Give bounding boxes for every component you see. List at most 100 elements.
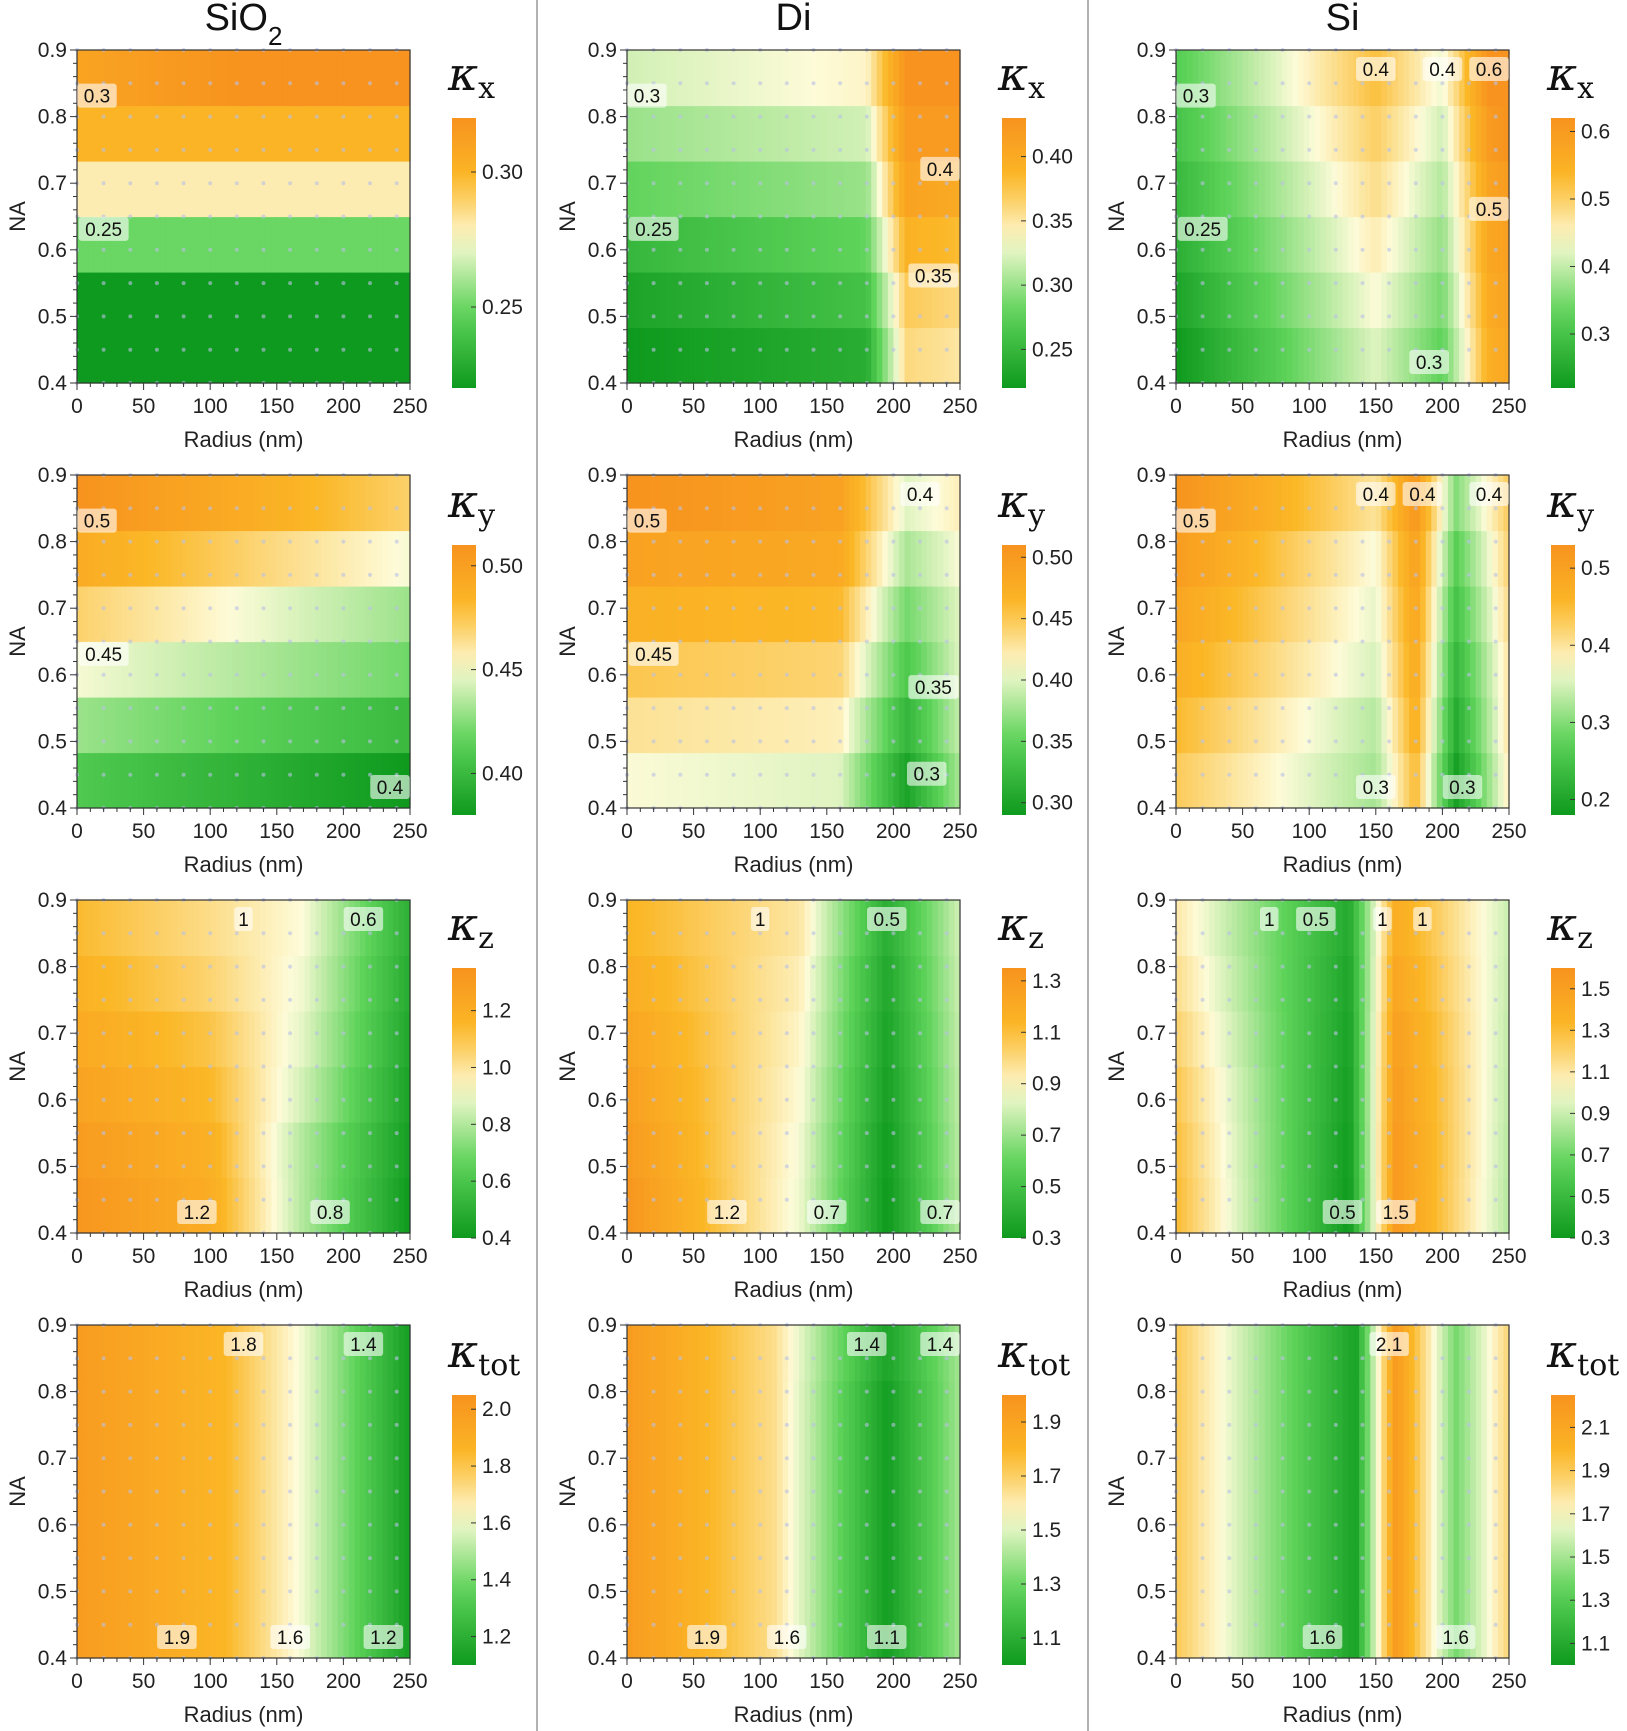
colorbar-tick-label: 0.3 bbox=[1581, 323, 1610, 346]
colorbar bbox=[452, 968, 476, 1238]
heatmap-cell bbox=[1198, 216, 1205, 273]
heatmap-cell bbox=[226, 586, 233, 643]
heatmap-cell bbox=[293, 216, 300, 273]
heatmap-cell bbox=[260, 216, 267, 273]
heatmap-cell bbox=[1375, 1122, 1382, 1179]
heatmap-cell bbox=[1203, 641, 1210, 698]
heatmap-cell bbox=[188, 530, 195, 587]
heatmap-cell bbox=[665, 900, 672, 957]
sample-point bbox=[1360, 281, 1365, 286]
sample-point bbox=[368, 81, 372, 86]
sample-point bbox=[394, 281, 399, 286]
heatmap-cell bbox=[643, 641, 650, 698]
heatmap-cell bbox=[821, 752, 828, 809]
sample-point bbox=[944, 506, 949, 511]
heatmap-cell bbox=[387, 641, 394, 698]
heatmap-cell bbox=[1237, 586, 1244, 643]
heatmap-cell bbox=[821, 1011, 828, 1068]
heatmap-cell bbox=[176, 641, 184, 698]
heatmap-cell bbox=[932, 586, 939, 643]
sample-point bbox=[1307, 706, 1312, 711]
heatmap-cell bbox=[1342, 1066, 1349, 1123]
heatmap-cell bbox=[176, 1066, 184, 1123]
heatmap-cell bbox=[1475, 272, 1482, 329]
heatmap-cell bbox=[1331, 1011, 1338, 1068]
heatmap-cell bbox=[1270, 586, 1277, 643]
heatmap-cell bbox=[1470, 327, 1477, 384]
heatmap-cell bbox=[632, 586, 639, 643]
heatmap-cell bbox=[193, 1066, 200, 1123]
heatmap-cell bbox=[649, 752, 656, 809]
heatmap-cell bbox=[715, 586, 722, 643]
heatmap-cell bbox=[1336, 900, 1344, 957]
heatmap-cell bbox=[226, 1011, 233, 1068]
heatmap-cell bbox=[1453, 272, 1460, 329]
x-tick-label: 100 bbox=[743, 395, 778, 418]
heatmap-cell bbox=[1259, 1122, 1266, 1179]
x-tick-label: 50 bbox=[132, 820, 155, 843]
colorbar-tick-label: 0.30 bbox=[482, 161, 523, 184]
heatmap-cell bbox=[765, 1177, 772, 1234]
heatmap-cell bbox=[765, 641, 772, 698]
heatmap-cell bbox=[882, 530, 889, 587]
sample-point bbox=[394, 964, 399, 969]
heatmap-cell bbox=[1348, 586, 1355, 643]
heatmap-cell bbox=[1359, 1122, 1366, 1179]
heatmap-cell bbox=[1497, 530, 1505, 587]
sample-point bbox=[1440, 181, 1445, 186]
sample-point bbox=[234, 1164, 239, 1169]
column-title-text: Si bbox=[1326, 0, 1360, 39]
heatmap-cell bbox=[138, 697, 145, 754]
heatmap-cell bbox=[1242, 475, 1249, 532]
heatmap-cell bbox=[165, 1122, 172, 1179]
contour-label: 0.45 bbox=[85, 645, 122, 666]
heatmap-cell bbox=[1214, 475, 1221, 532]
sample-point bbox=[838, 606, 843, 611]
heatmap-cell bbox=[1264, 1011, 1271, 1068]
heatmap-cell bbox=[1342, 216, 1349, 273]
sample-point bbox=[368, 539, 372, 544]
heatmap-cell bbox=[376, 50, 383, 107]
heatmap-cell bbox=[1281, 1122, 1288, 1179]
heatmap-cell bbox=[826, 955, 833, 1012]
heatmap-cell bbox=[738, 272, 745, 329]
heatmap-cell bbox=[1364, 641, 1371, 698]
heatmap-cell bbox=[348, 50, 356, 107]
kappa-subscript: x bbox=[1028, 71, 1045, 106]
heatmap-cell bbox=[176, 161, 184, 218]
sample-point bbox=[1467, 739, 1471, 744]
heatmap-cell bbox=[204, 475, 211, 532]
heatmap-cell bbox=[360, 1177, 367, 1234]
heatmap-cell bbox=[754, 697, 761, 754]
heatmap-cell bbox=[1375, 105, 1382, 162]
heatmap-cell bbox=[315, 1066, 322, 1123]
heatmap-cell bbox=[232, 641, 239, 698]
heatmap-cell bbox=[110, 272, 117, 329]
x-tick-label: 250 bbox=[942, 395, 977, 418]
x-tick-label: 150 bbox=[1358, 820, 1393, 843]
heatmap-cell bbox=[1309, 272, 1316, 329]
sample-point bbox=[1440, 772, 1445, 777]
heatmap-cell bbox=[787, 161, 795, 218]
x-tick-label: 0 bbox=[71, 1245, 83, 1268]
heatmap-cell bbox=[887, 697, 894, 754]
heatmap-cell bbox=[171, 955, 178, 1012]
colorbar-tick-label: 0.45 bbox=[482, 659, 523, 682]
heatmap-cell bbox=[821, 327, 828, 384]
heatmap-cell bbox=[937, 1066, 944, 1123]
heatmap-cell bbox=[287, 216, 295, 273]
sample-point bbox=[128, 506, 133, 511]
heatmap-cell bbox=[243, 1177, 250, 1234]
heatmap-cell bbox=[1220, 900, 1227, 957]
heatmap-cell bbox=[837, 327, 845, 384]
heatmap-cell bbox=[821, 475, 828, 532]
heatmap-cell bbox=[688, 161, 695, 218]
contour-label: 0.3 bbox=[1449, 778, 1475, 799]
heatmap-cell bbox=[832, 641, 839, 698]
heatmap-cell bbox=[699, 272, 706, 329]
heatmap-cell bbox=[237, 1177, 245, 1234]
heatmap-cell bbox=[149, 752, 156, 809]
heatmap-cell bbox=[404, 161, 411, 218]
sample-point bbox=[731, 931, 736, 936]
heatmap-cell bbox=[1225, 697, 1233, 754]
